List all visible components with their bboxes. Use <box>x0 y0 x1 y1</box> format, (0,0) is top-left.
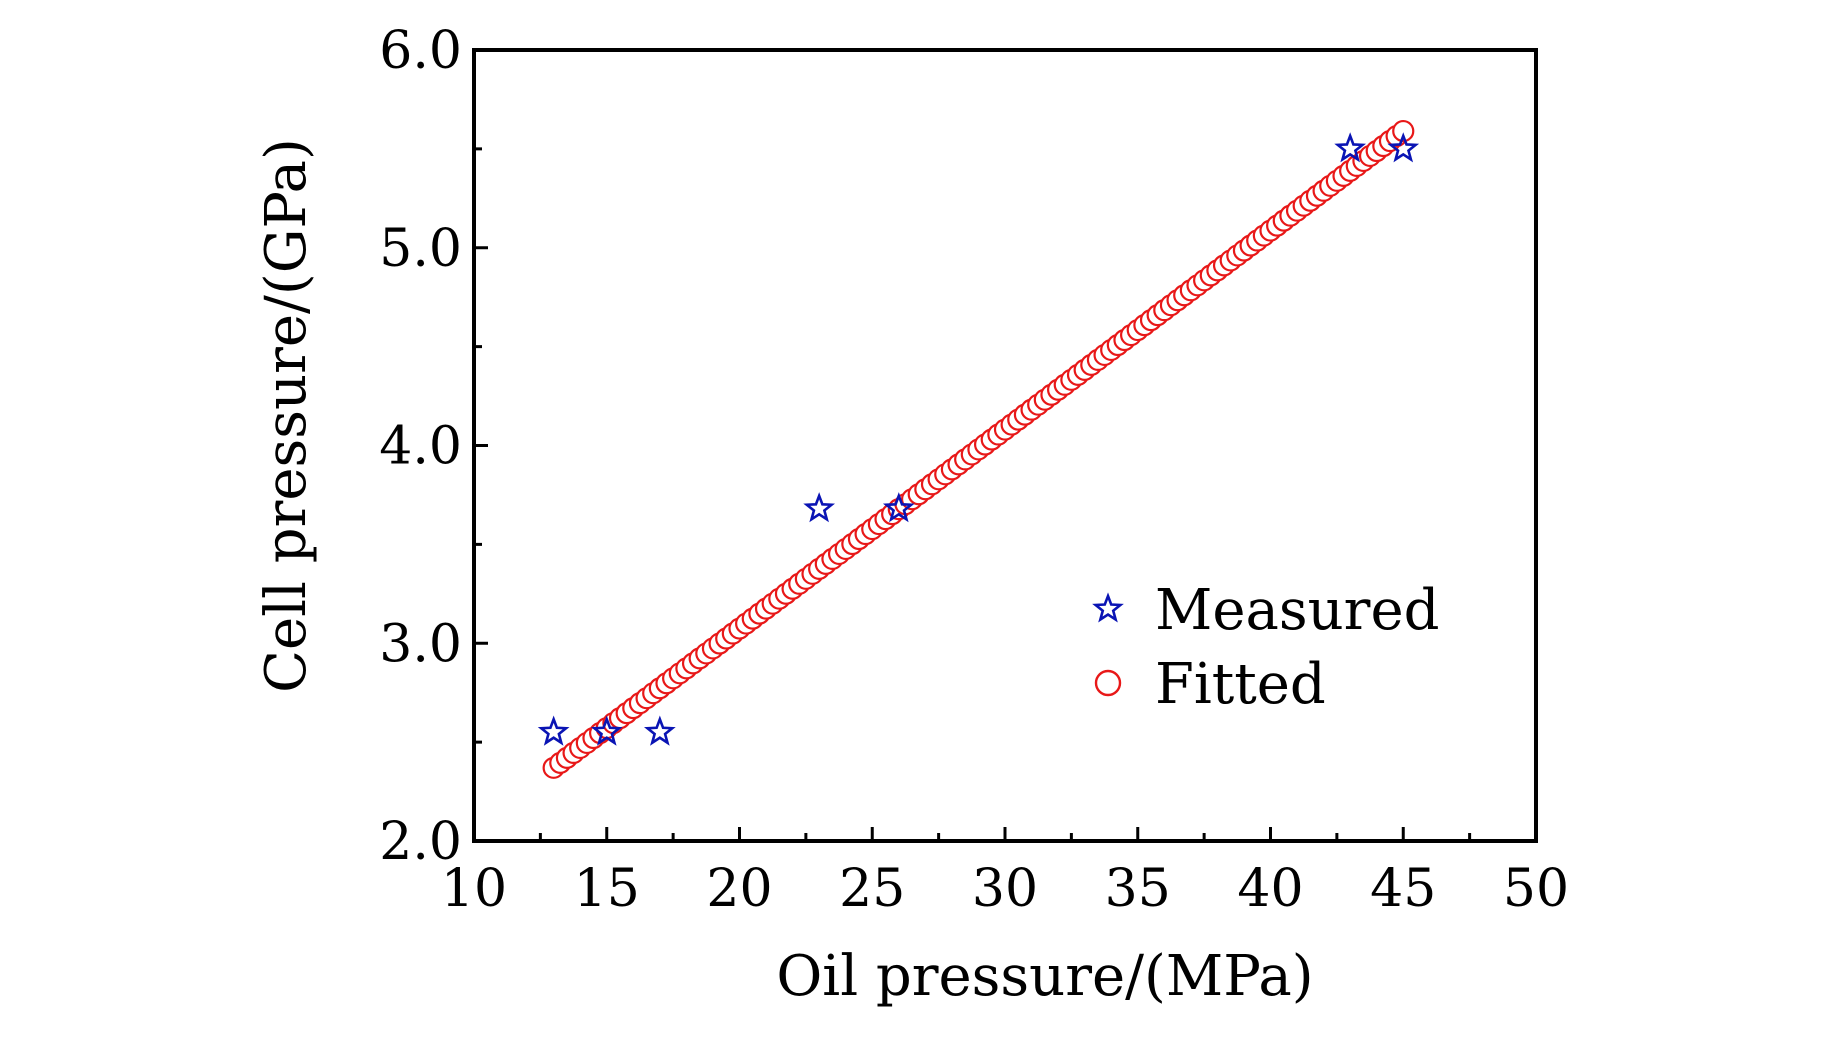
legend-circle-icon <box>1094 669 1122 697</box>
x-tick-label: 35 <box>1105 859 1171 919</box>
y-tick-label: 4.0 <box>379 417 462 477</box>
y-tick-label: 5.0 <box>379 219 462 279</box>
y-ticks-group: 2.0 3.0 4.0 5.0 6.0 <box>379 21 488 872</box>
measured-point <box>882 492 915 523</box>
measured-point <box>537 715 570 746</box>
plot-frame <box>472 48 1538 843</box>
legend: Measured Fitted <box>1092 578 1439 717</box>
fitted-point <box>1392 119 1415 143</box>
legend-item-measured <box>1092 592 1124 623</box>
legend-label-fitted: Fitted <box>1155 652 1326 717</box>
y-tick-label: 3.0 <box>379 614 462 674</box>
measured-point <box>1387 132 1420 163</box>
x-tick-label: 20 <box>706 859 772 919</box>
x-tick-label: 25 <box>839 859 905 919</box>
y-axis-title: Cell pressure/(GPa) <box>254 138 319 693</box>
x-tick-label: 30 <box>972 859 1038 919</box>
x-tick-label: 10 <box>441 859 507 919</box>
legend-star-icon <box>1092 592 1124 623</box>
y-tick-label: 6.0 <box>379 21 462 81</box>
legend-label-measured: Measured <box>1155 578 1439 643</box>
measured-point <box>803 492 836 523</box>
legend-item-fitted <box>1094 669 1122 697</box>
fitted-series-group <box>542 119 1415 779</box>
x-tick-label: 15 <box>574 859 640 919</box>
x-axis-title: Oil pressure/(MPa) <box>776 944 1313 1009</box>
x-ticks-group: 10 15 20 25 30 35 40 45 50 <box>441 827 1569 919</box>
measured-point <box>643 715 676 746</box>
x-tick-label: 50 <box>1503 859 1569 919</box>
measured-series-group <box>537 132 1420 746</box>
measured-point <box>1334 132 1367 163</box>
x-tick-label: 45 <box>1370 859 1436 919</box>
measured-point <box>590 715 623 746</box>
x-tick-label: 40 <box>1237 859 1303 919</box>
y-tick-label: 2.0 <box>379 812 462 872</box>
